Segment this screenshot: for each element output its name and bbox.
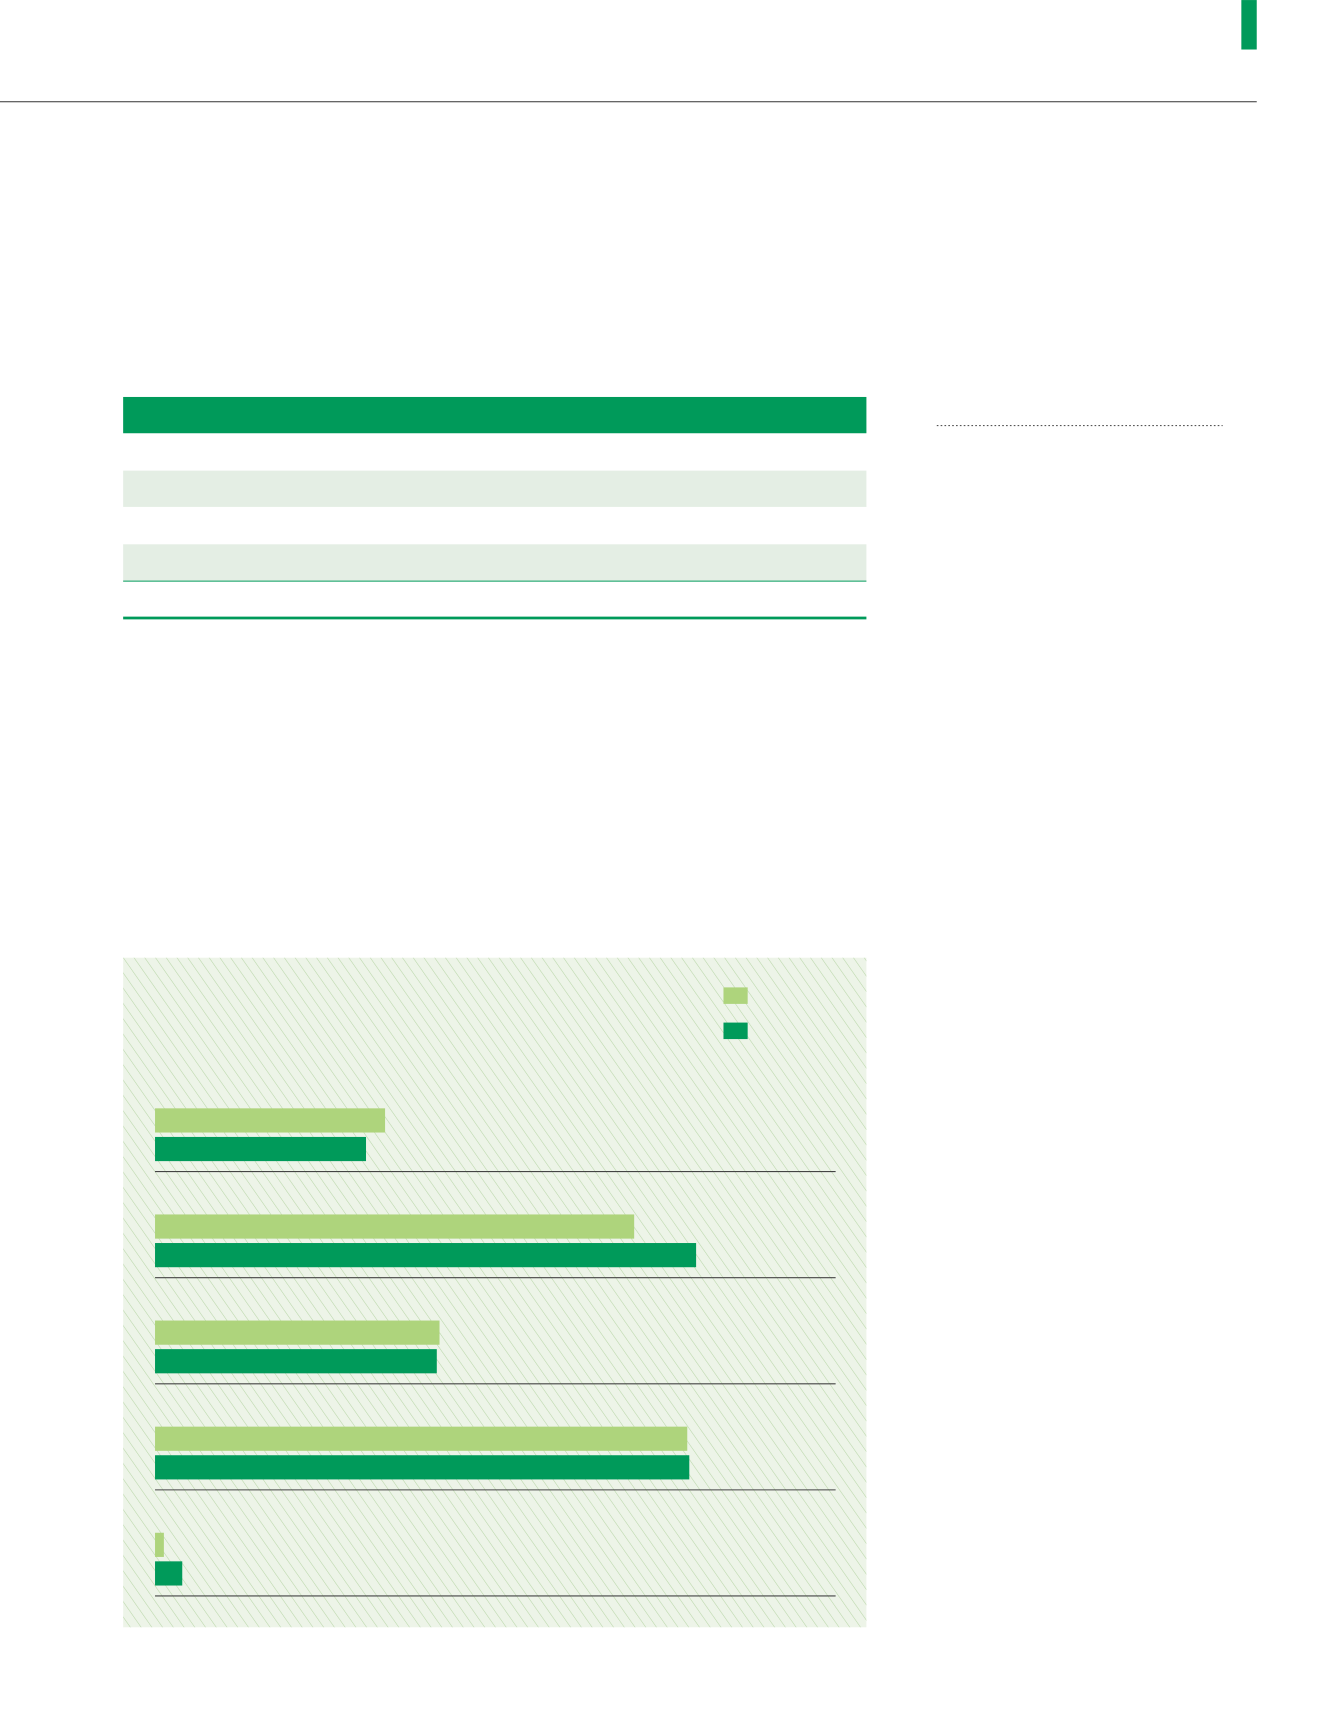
bar <box>155 1136 367 1162</box>
bar <box>155 1320 440 1345</box>
legend-swatch <box>723 987 748 1004</box>
table-row-shade <box>123 470 867 507</box>
chart-panel <box>123 957 867 1628</box>
bar <box>155 1108 386 1133</box>
table-row-shade <box>123 544 867 581</box>
bar <box>155 1561 183 1586</box>
bar <box>155 1243 697 1268</box>
bar <box>155 1455 690 1480</box>
legend-swatch <box>723 1022 748 1040</box>
bar <box>155 1532 164 1557</box>
bar <box>155 1426 688 1451</box>
section-tab <box>1241 0 1257 50</box>
bar <box>155 1214 635 1239</box>
table-header <box>123 396 867 434</box>
bar <box>155 1349 437 1374</box>
